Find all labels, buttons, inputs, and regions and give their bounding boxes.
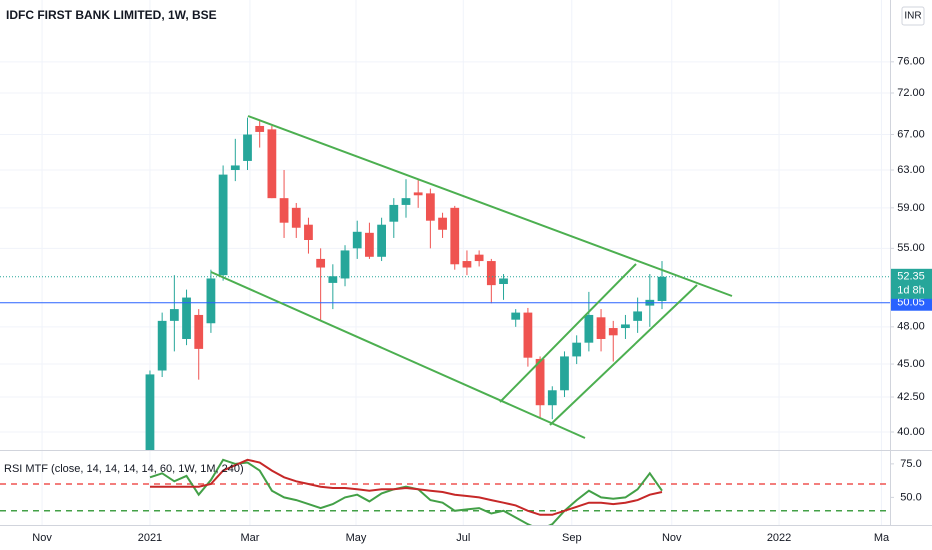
candle-body: [499, 278, 508, 285]
candle-body: [243, 134, 252, 161]
candle-body: [450, 207, 460, 265]
indicator-title: RSI MTF (close, 14, 14, 14, 14, 60, 1W, …: [4, 463, 244, 475]
candle-body: [218, 174, 228, 276]
rsi-tick-label: 75.0: [900, 458, 921, 470]
candle-body: [352, 231, 362, 249]
candle-body: [511, 312, 521, 320]
countdown-label: 1d 8h: [897, 285, 925, 297]
y-tick-label: 45.00: [897, 358, 925, 370]
candle-body: [425, 193, 435, 221]
x-tick-label: Ma: [874, 532, 890, 544]
candle-body: [340, 250, 350, 279]
trendline: [549, 284, 698, 426]
candle-body: [621, 324, 630, 329]
trendline: [247, 115, 733, 297]
candle-body: [572, 342, 582, 357]
y-tick-label: 63.00: [897, 164, 925, 176]
candle-body: [633, 311, 643, 321]
candle-body: [267, 129, 277, 199]
price-pane: [0, 117, 890, 450]
candle-body: [316, 258, 326, 268]
y-tick-label: 72.00: [897, 87, 925, 99]
x-tick-label: Sep: [562, 532, 582, 544]
chart-title: IDFC FIRST BANK LIMITED, 1W, BSE: [6, 8, 217, 22]
candle-body: [657, 276, 667, 301]
candle-body: [401, 198, 411, 205]
y-tick-label: 67.00: [897, 128, 925, 140]
hline-label: 50.05: [897, 297, 925, 309]
candle-body: [584, 314, 594, 343]
rsi-line: [149, 458, 663, 525]
x-tick-label: Nov: [662, 532, 682, 544]
candle-body: [389, 204, 399, 222]
grid: [0, 0, 890, 525]
trendline: [499, 263, 637, 403]
y-tick-label: 76.00: [897, 56, 925, 68]
candle-body: [523, 312, 533, 358]
y-tick-label: 42.50: [897, 391, 925, 403]
candle-body: [304, 224, 313, 241]
candle-body: [377, 224, 386, 257]
candle-body: [230, 165, 240, 171]
candle-body: [608, 328, 618, 336]
currency: INR: [904, 11, 921, 22]
last-price-label: 52.35: [897, 271, 925, 283]
rsi-tick-label: 50.0: [900, 491, 921, 503]
last-price-box: [891, 268, 932, 299]
candle-body: [328, 276, 338, 283]
candle-body: [474, 254, 484, 262]
candle-body: [560, 356, 569, 391]
candle-body: [145, 374, 155, 450]
rsi-pane: [0, 458, 890, 525]
y-tick-label: 40.00: [897, 426, 925, 438]
candle-body: [194, 314, 204, 349]
candle-body: [169, 309, 179, 321]
currency-box: [901, 6, 925, 26]
trendlines: [210, 115, 733, 439]
x-tick-label: May: [346, 532, 367, 544]
x-tick-label: Jul: [456, 532, 470, 544]
trendline: [210, 271, 586, 439]
x-tick-label: Nov: [32, 532, 52, 544]
candle-body: [279, 198, 289, 223]
candle-body: [535, 358, 545, 406]
candle-body: [547, 390, 557, 406]
candle-body: [438, 217, 447, 230]
candle-body: [291, 207, 301, 228]
candle-body: [596, 317, 606, 339]
axes: Nov 2021 Mar May Jul Sep Nov 2022 Ma 40.00 42.50 45…: [32, 56, 932, 544]
y-tick-label: 48.00: [897, 321, 925, 333]
y-tick-label: 55.00: [897, 242, 925, 254]
candle-body: [413, 192, 423, 196]
x-tick-label: Mar: [240, 532, 259, 544]
rsi-line: [150, 458, 663, 516]
candle-body: [462, 261, 472, 268]
y-tick-label: 59.00: [897, 202, 925, 214]
candle-body: [157, 320, 167, 371]
candle-body: [365, 232, 374, 257]
candle-body: [486, 261, 496, 286]
x-tick-label: 2022: [767, 532, 791, 544]
x-tick-label: 2021: [138, 532, 162, 544]
candle-body: [255, 125, 265, 132]
candle-body: [182, 297, 191, 339]
candle-body: [206, 278, 216, 324]
